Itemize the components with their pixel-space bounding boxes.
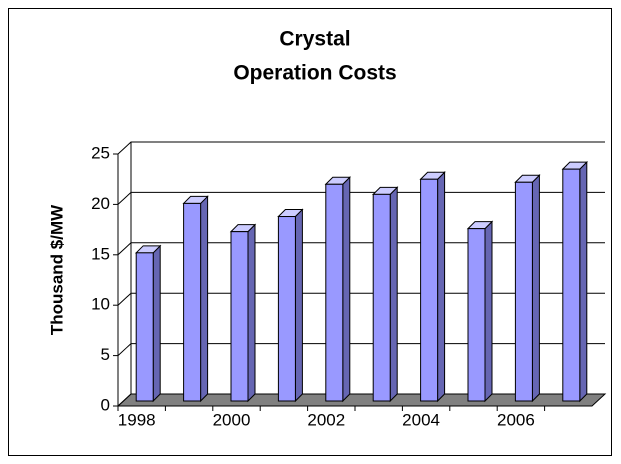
- y-axis-label: Thousand $/MW: [47, 204, 66, 335]
- y-tick-label: 20: [91, 194, 110, 213]
- x-tick-label: 2006: [497, 410, 535, 429]
- bar: [372, 193, 391, 402]
- grid-line: [117, 191, 605, 205]
- bar-side: [152, 244, 161, 403]
- x-tick-label: 2000: [213, 410, 251, 429]
- bar: [135, 252, 154, 402]
- grid-line: [117, 343, 605, 356]
- chart-title: Crystal: [279, 28, 350, 51]
- grid-line: [117, 141, 605, 155]
- x-tick-label: 2002: [307, 410, 345, 429]
- y-tick-label: 0: [101, 395, 110, 414]
- y-tick-label: 15: [91, 244, 110, 263]
- bar: [230, 231, 249, 402]
- bar-side: [579, 160, 588, 403]
- chart-title: Operation Costs: [233, 62, 396, 85]
- bar-side: [247, 223, 256, 403]
- bar-side: [437, 171, 446, 403]
- bar-side: [484, 220, 493, 403]
- bar: [420, 178, 439, 402]
- grid-line: [117, 242, 605, 256]
- y-tick-label: 25: [91, 143, 110, 162]
- bar-side: [531, 174, 540, 403]
- bar: [325, 183, 344, 402]
- bar: [514, 181, 533, 402]
- bar: [467, 228, 486, 402]
- x-tick-label: 2004: [402, 410, 440, 429]
- bar-side: [389, 186, 398, 403]
- bar: [183, 202, 202, 402]
- bar-side: [342, 176, 351, 403]
- grid-line: [117, 393, 605, 407]
- bar: [562, 168, 581, 402]
- y-tick-label: 5: [101, 345, 110, 364]
- y-tick-label: 10: [91, 295, 110, 314]
- grid-line: [117, 292, 605, 306]
- bar-side: [294, 208, 303, 403]
- chart-border: [8, 8, 612, 456]
- bar: [277, 216, 296, 402]
- bar-side: [200, 195, 209, 403]
- x-tick-label: 1998: [118, 410, 156, 429]
